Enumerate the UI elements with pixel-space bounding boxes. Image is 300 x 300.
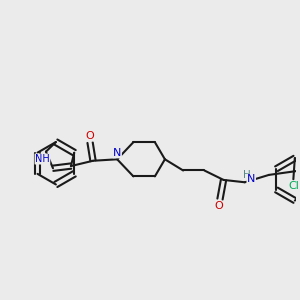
Text: NH: NH — [35, 154, 50, 164]
Text: H: H — [243, 170, 251, 180]
Text: Cl: Cl — [288, 181, 299, 191]
Text: O: O — [86, 131, 94, 141]
Text: N: N — [247, 174, 255, 184]
Text: N: N — [113, 148, 122, 158]
Text: O: O — [214, 201, 223, 212]
